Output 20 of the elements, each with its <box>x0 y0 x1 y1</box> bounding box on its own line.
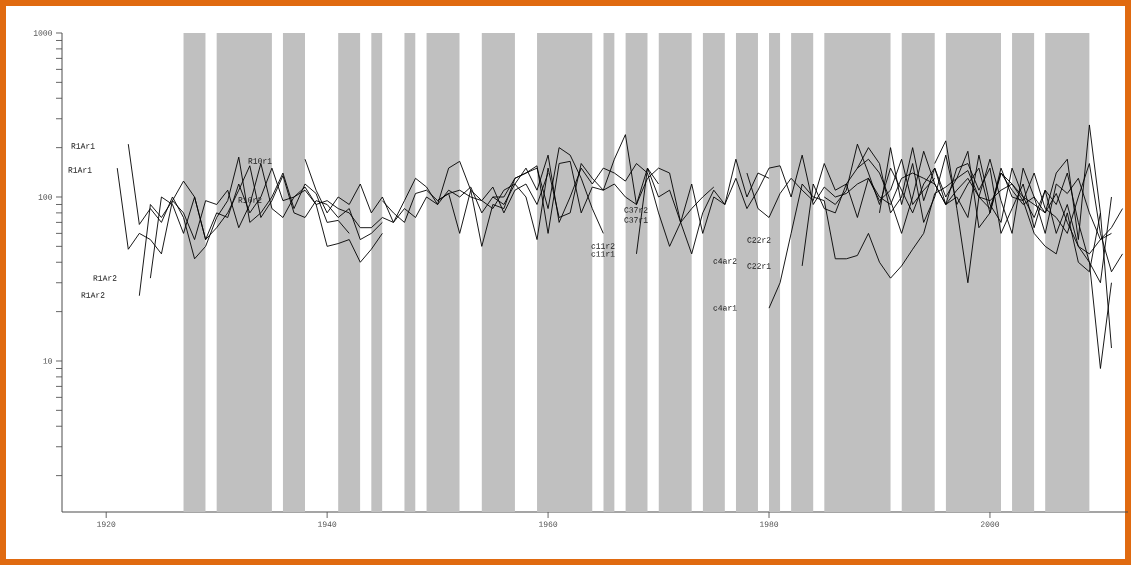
annotation: R1Ar1 <box>71 143 95 149</box>
annotation: c4ar2 <box>713 258 737 264</box>
annotation: C22r1 <box>747 263 771 269</box>
annotation: R1Ar1 <box>68 167 92 173</box>
annotation: C22r2 <box>747 237 771 243</box>
annotation: c4ar1 <box>713 305 737 311</box>
x-tick-label: 1960 <box>539 521 558 527</box>
annotation: c11r2 <box>591 243 615 249</box>
x-tick-label: 2000 <box>980 521 1000 527</box>
annotation: C37r1 <box>624 217 648 223</box>
x-tick-label: 1980 <box>760 521 779 527</box>
annotation: R1Ar2 <box>81 292 105 298</box>
annotation: R10r1 <box>248 158 272 164</box>
y-tick-label: 100 <box>38 194 52 200</box>
y-tick-label: 1000 <box>33 30 52 36</box>
annotation: R1Ar2 <box>93 275 117 281</box>
x-tick-label: 1940 <box>318 521 337 527</box>
y-tick-label: 10 <box>43 358 52 364</box>
x-tick-label: 1920 <box>97 521 116 527</box>
annotation: c11r1 <box>591 251 615 257</box>
